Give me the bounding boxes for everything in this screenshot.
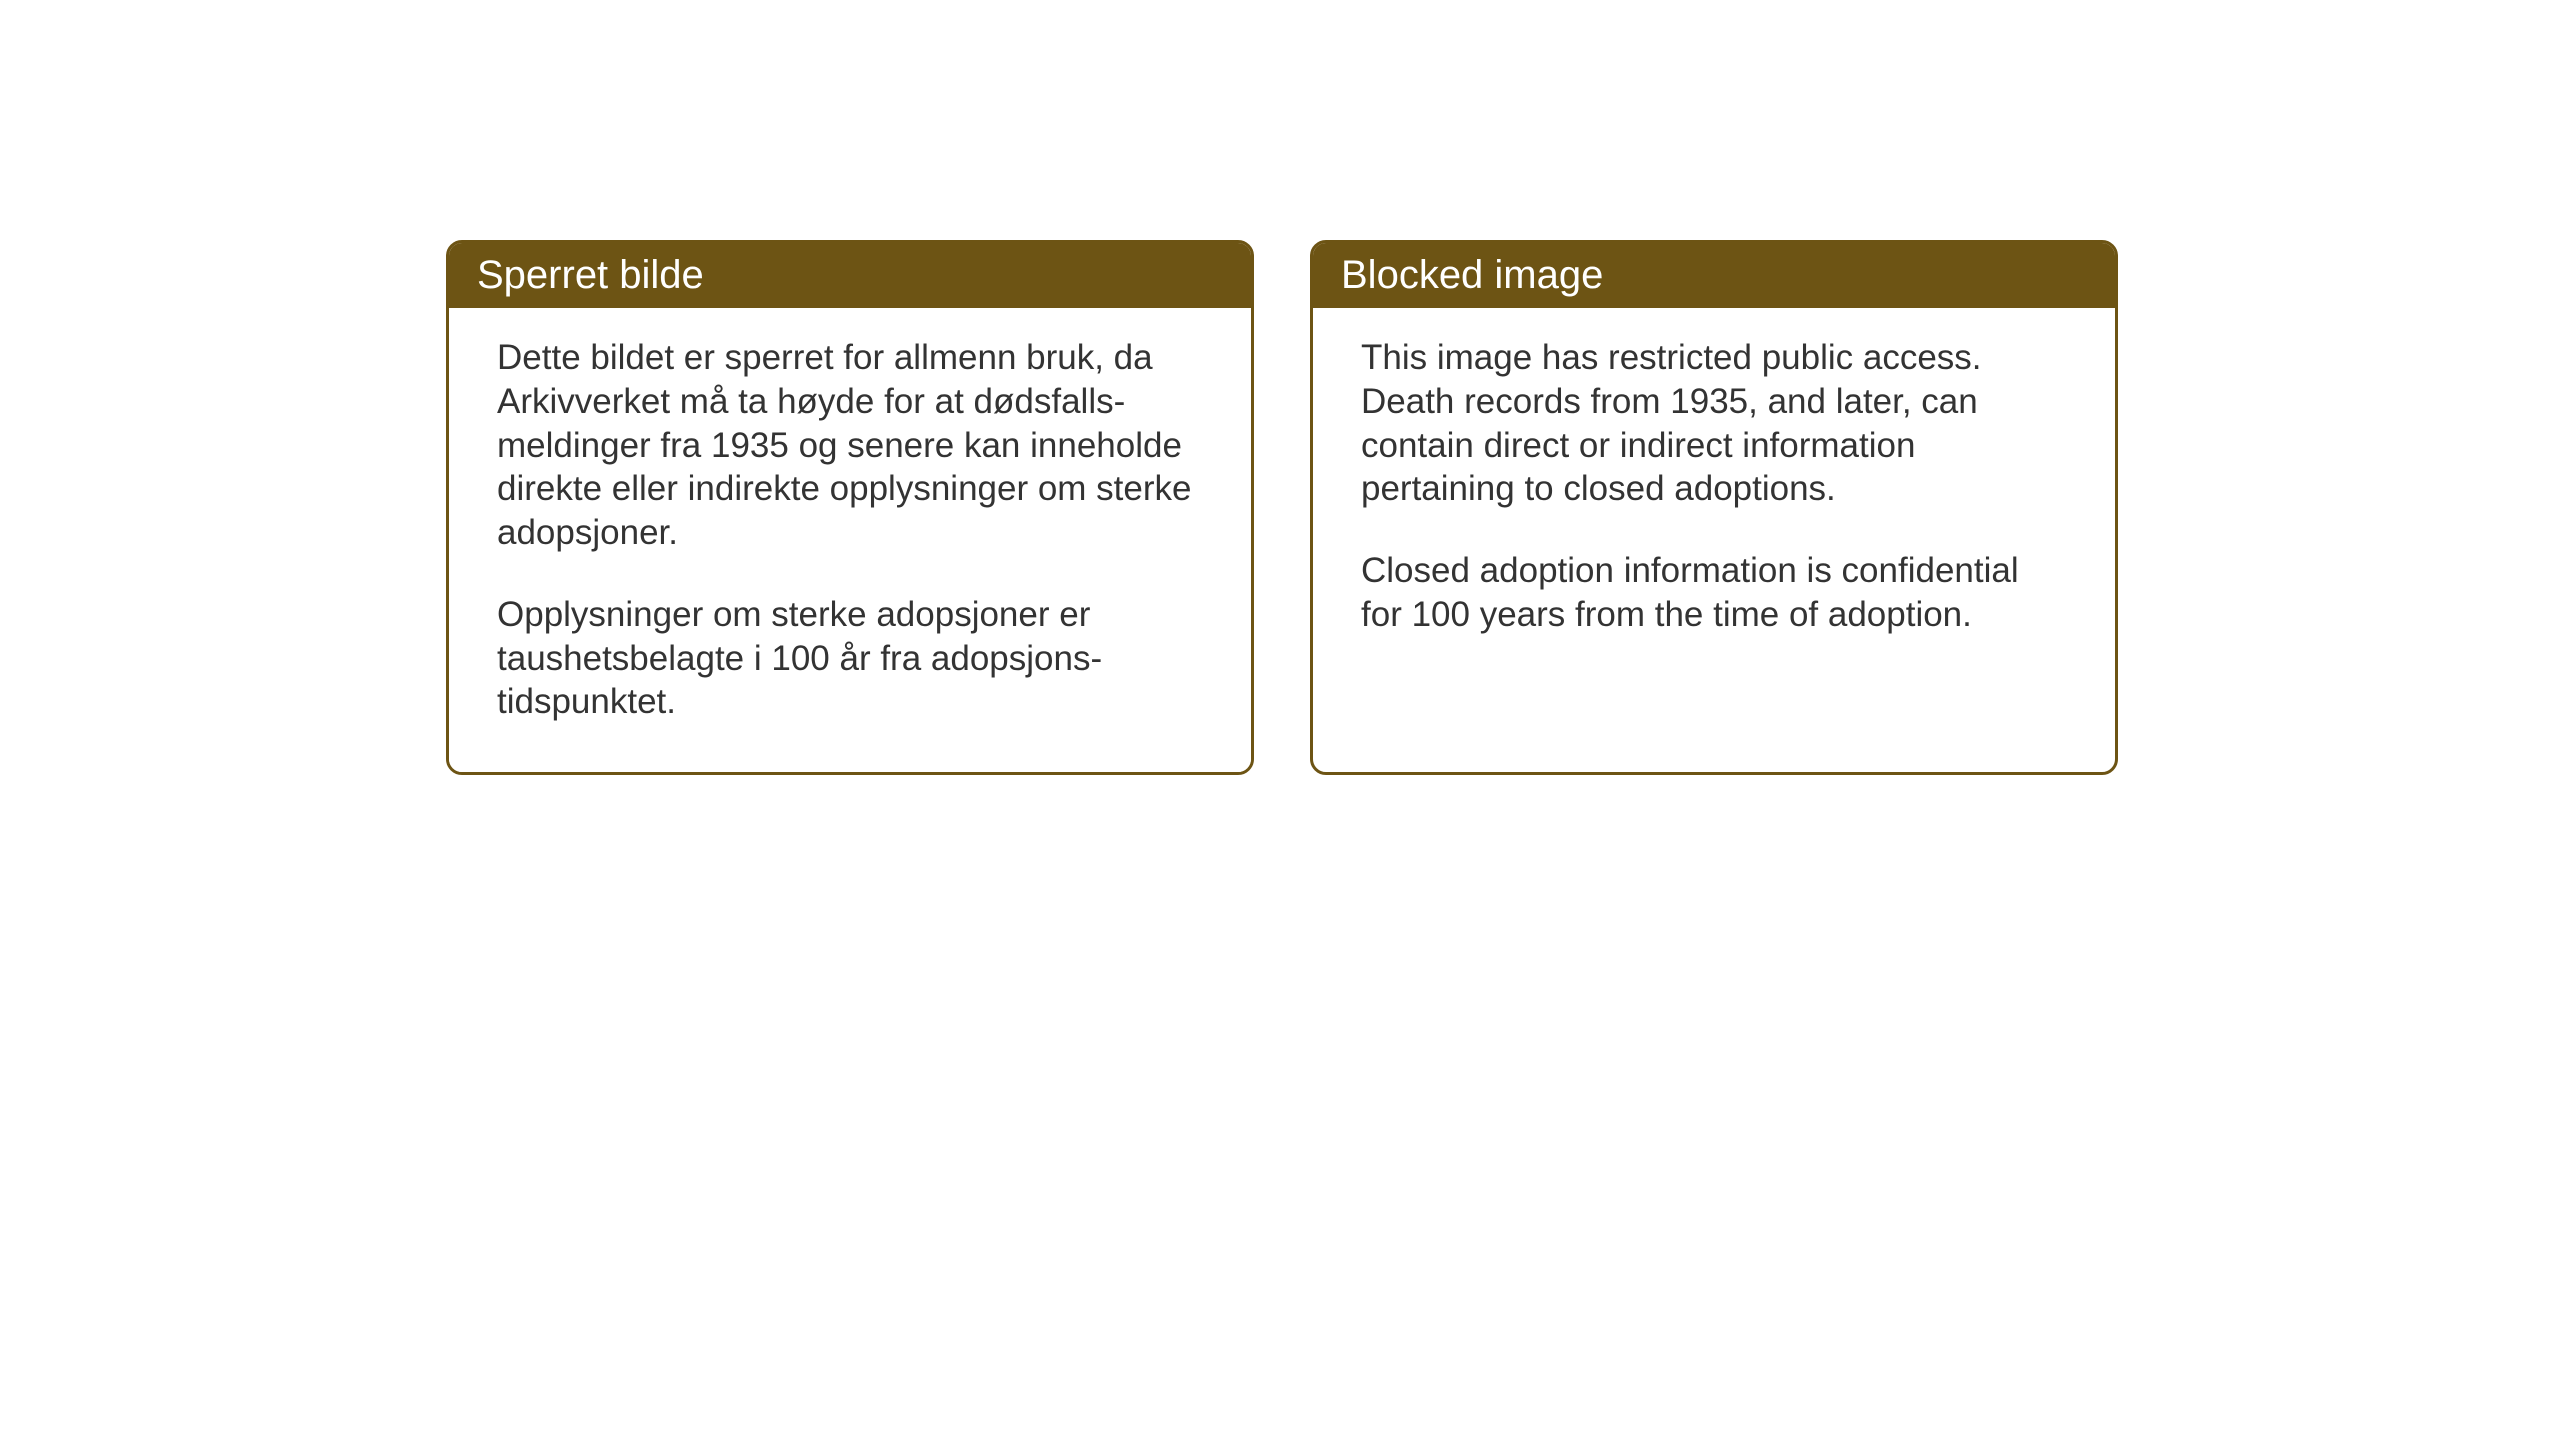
english-card-body: This image has restricted public access.…: [1313, 308, 2115, 685]
norwegian-paragraph-2: Opplysninger om sterke adopsjoner er tau…: [497, 593, 1203, 724]
english-card-header: Blocked image: [1313, 243, 2115, 308]
english-paragraph-2: Closed adoption information is confident…: [1361, 549, 2067, 637]
norwegian-paragraph-1: Dette bildet er sperret for allmenn bruk…: [497, 336, 1203, 555]
norwegian-card-title: Sperret bilde: [477, 253, 704, 297]
norwegian-card-body: Dette bildet er sperret for allmenn bruk…: [449, 308, 1251, 772]
english-paragraph-1: This image has restricted public access.…: [1361, 336, 2067, 511]
notice-container: Sperret bilde Dette bildet er sperret fo…: [446, 240, 2118, 775]
english-notice-card: Blocked image This image has restricted …: [1310, 240, 2118, 775]
norwegian-notice-card: Sperret bilde Dette bildet er sperret fo…: [446, 240, 1254, 775]
norwegian-card-header: Sperret bilde: [449, 243, 1251, 308]
english-card-title: Blocked image: [1341, 253, 1603, 297]
